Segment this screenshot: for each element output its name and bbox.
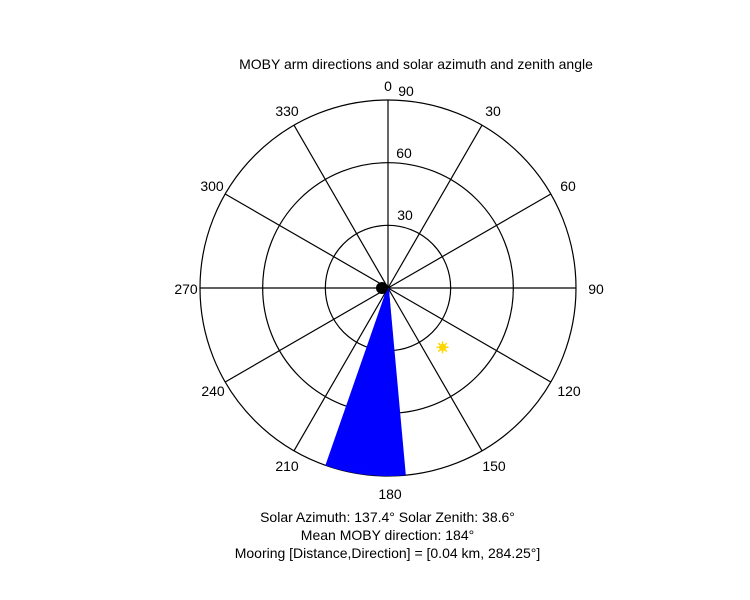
spoke-240 <box>224 287 389 383</box>
polar-plot: MOBY arm directions and solar azimuth an… <box>174 56 604 502</box>
azimuth-tick-label-30: 30 <box>485 103 501 119</box>
spoke-60 <box>387 193 552 289</box>
spoke-330 <box>293 124 389 289</box>
azimuth-tick-label-60: 60 <box>560 178 576 194</box>
sun-marker <box>436 341 449 354</box>
chart-title: MOBY arm directions and solar azimuth an… <box>239 56 593 72</box>
azimuth-tick-label-300: 300 <box>200 178 224 194</box>
azimuth-tick-label-150: 150 <box>482 458 506 474</box>
spoke-300 <box>224 193 389 289</box>
sun-disc <box>439 343 447 351</box>
radial-tick-label-60: 60 <box>396 145 412 161</box>
solar-angles-caption: Solar Azimuth: 137.4° Solar Zenith: 38.6… <box>260 509 515 525</box>
azimuth-tick-label-0: 0 <box>384 78 392 94</box>
mean-moby-direction-caption: Mean MOBY direction: 184° <box>300 527 475 543</box>
azimuth-tick-label-180: 180 <box>378 486 402 502</box>
center-marker <box>376 282 388 294</box>
azimuth-tick-label-210: 210 <box>275 458 299 474</box>
spoke-210 <box>293 287 389 452</box>
radial-tick-label-90: 90 <box>398 83 414 99</box>
azimuth-tick-label-240: 240 <box>201 383 225 399</box>
azimuth-tick-label-330: 330 <box>275 103 299 119</box>
spoke-30 <box>387 124 483 289</box>
axis-labels: 0 30 60 90 120 150 180 210 240 270 300 330 30 60 90 <box>174 78 604 502</box>
mooring-caption: Mooring [Distance,Direction] = [0.04 km,… <box>234 545 541 561</box>
radial-tick-label-30: 30 <box>397 207 413 223</box>
spoke-120 <box>387 287 552 383</box>
azimuth-tick-label-120: 120 <box>557 383 581 399</box>
azimuth-tick-label-270: 270 <box>174 281 198 297</box>
moby-arm-line-61 <box>325 287 389 466</box>
spoke-150 <box>387 287 483 452</box>
azimuth-tick-label-90: 90 <box>588 281 604 297</box>
data-layer <box>325 282 449 477</box>
